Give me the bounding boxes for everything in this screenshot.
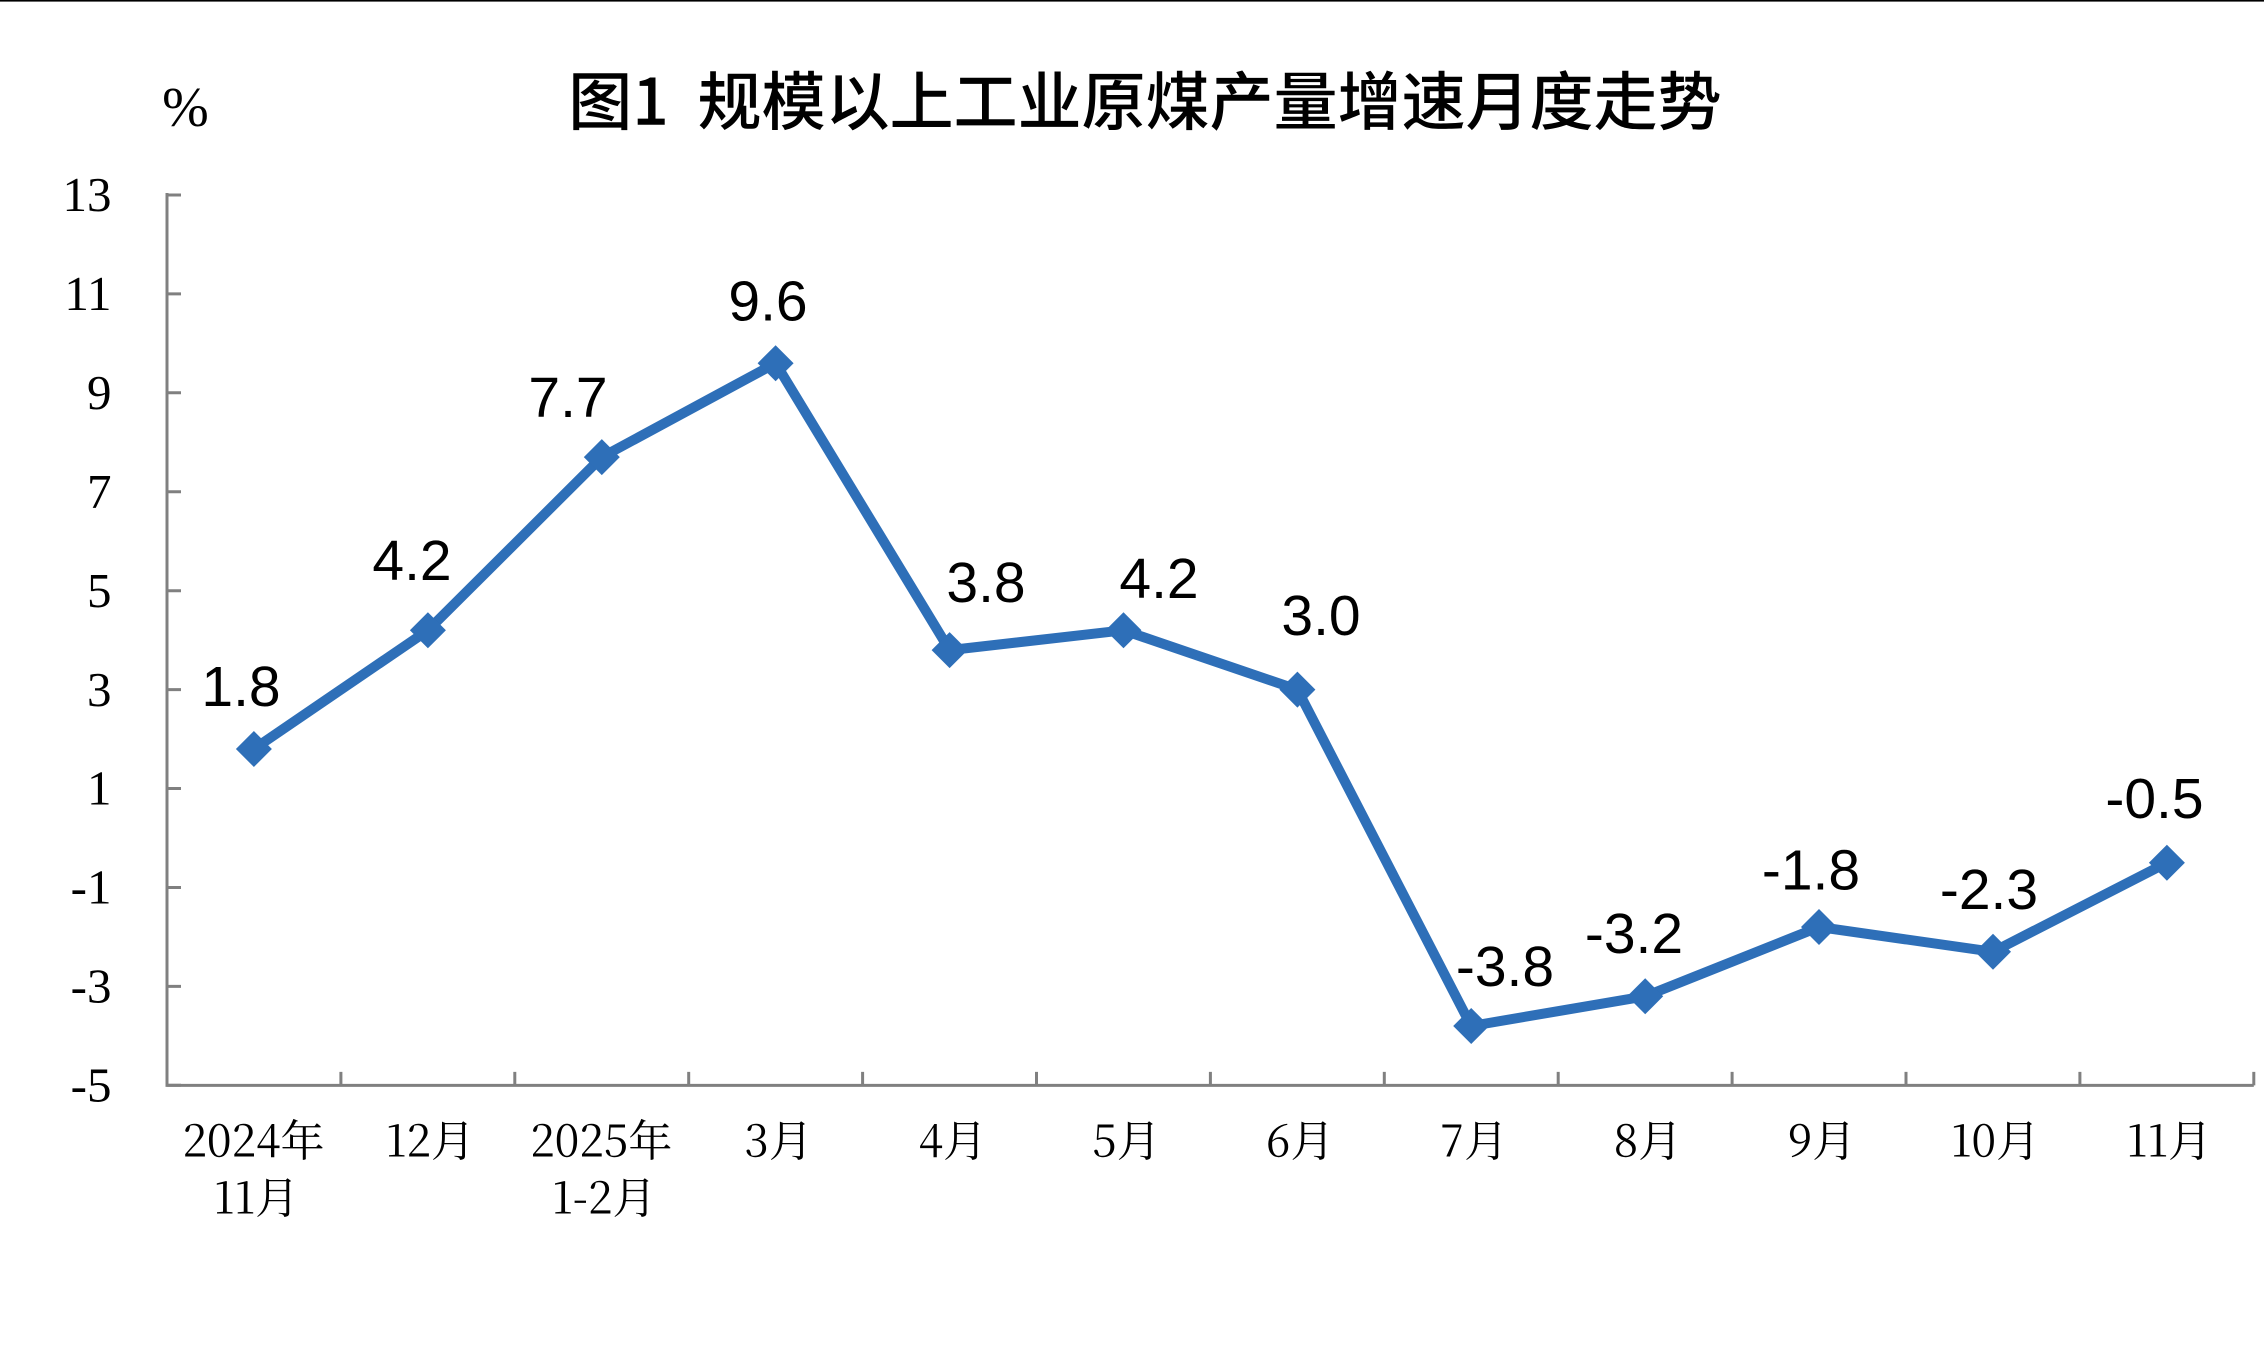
svg-text:1.8: 1.8: [201, 655, 280, 719]
svg-text:9.6: 9.6: [728, 270, 807, 334]
svg-text:4.2: 4.2: [1119, 547, 1198, 611]
svg-text:7.7: 7.7: [528, 366, 607, 430]
svg-text:3.8: 3.8: [946, 551, 1025, 615]
svg-text:3: 3: [87, 662, 112, 717]
svg-text:4.2: 4.2: [372, 529, 451, 593]
svg-text:-1.8: -1.8: [1762, 839, 1860, 903]
svg-text:-3.8: -3.8: [1456, 935, 1554, 999]
svg-text:9: 9: [87, 365, 112, 420]
svg-text:-5: -5: [71, 1058, 112, 1113]
svg-text:-0.5: -0.5: [2105, 767, 2203, 831]
svg-text:5: 5: [87, 563, 112, 618]
svg-text:%: %: [162, 77, 209, 139]
svg-text:-1: -1: [71, 860, 112, 915]
svg-text:13: 13: [63, 167, 112, 222]
svg-text:11: 11: [64, 266, 111, 321]
svg-text:7: 7: [87, 464, 112, 519]
svg-text:-3: -3: [71, 959, 112, 1014]
svg-text:3.0: 3.0: [1281, 584, 1360, 648]
svg-text:1: 1: [87, 761, 112, 816]
svg-text:-3.2: -3.2: [1585, 902, 1683, 966]
svg-text:-2.3: -2.3: [1940, 858, 2038, 922]
